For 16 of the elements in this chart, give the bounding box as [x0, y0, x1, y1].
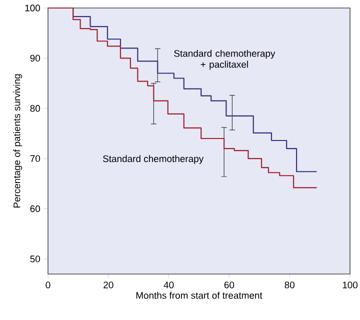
x-tick-label: 0: [46, 282, 50, 288]
y-tick-label: 80: [30, 105, 40, 112]
series-label: Standard chemotherapy + paclitaxel: [174, 50, 276, 70]
y-tick-label: 90: [30, 54, 40, 62]
y-tick-label: 70: [30, 155, 40, 162]
y-axis-title: Percentage of patients surviving: [13, 74, 22, 208]
x-tick-label: 60: [224, 282, 234, 288]
series-label: Standard chemotherapy: [103, 155, 204, 164]
x-tick-label: 20: [104, 282, 114, 288]
x-tick-label: 40: [164, 282, 174, 288]
x-tick-label: 80: [284, 282, 294, 288]
y-tick-label: 100: [25, 4, 40, 12]
y-tick-label: 60: [30, 205, 40, 212]
x-axis-title: Months from start of treatment: [136, 292, 262, 299]
y-tick-label: 50: [30, 256, 40, 262]
x-tick-label: 100: [342, 282, 358, 288]
